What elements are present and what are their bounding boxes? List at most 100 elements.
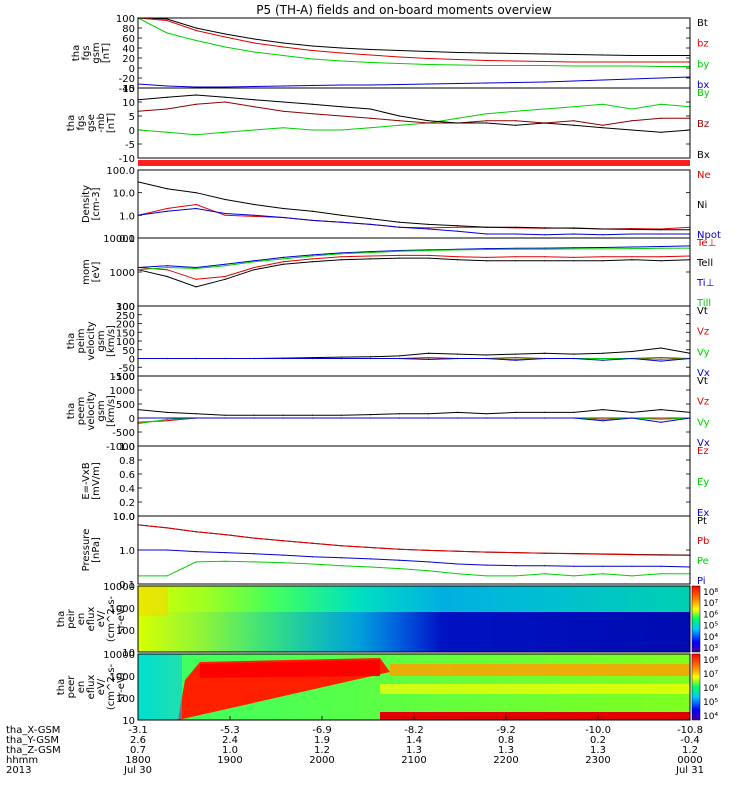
data-point [282, 540, 284, 542]
data-point [166, 269, 168, 271]
x-tick-label: 2000 [309, 755, 334, 766]
y-tick-label: 10.0 [113, 189, 135, 200]
data-point [369, 255, 372, 257]
data-point [166, 527, 168, 529]
x-tick-label: 2100 [401, 755, 426, 766]
y-axis-label: tha peim velocity gsm [km/s] [66, 321, 117, 360]
y-tick-label: -1000 [106, 442, 135, 453]
data-point [224, 214, 226, 216]
data-point [340, 253, 342, 255]
data-point [456, 230, 459, 232]
series-Pb [137, 524, 691, 556]
y-axis-label-line: -mb [96, 113, 107, 133]
data-point [224, 86, 226, 88]
data-point [602, 352, 604, 354]
data-point [456, 259, 459, 261]
data-point [573, 575, 575, 577]
data-point [427, 223, 430, 225]
data-point [398, 83, 401, 86]
data-point [515, 247, 517, 249]
data-point [602, 573, 604, 575]
data-point [166, 108, 168, 110]
data-point [195, 27, 197, 29]
data-point [631, 54, 633, 57]
ion-spectrogram [138, 586, 690, 652]
data-point [602, 256, 604, 258]
data-point [602, 124, 604, 126]
data-point [573, 65, 575, 67]
data-point [573, 106, 575, 108]
data-point [515, 359, 517, 361]
panel-frame [137, 305, 691, 377]
data-point [195, 86, 197, 88]
panel-frame [137, 445, 691, 517]
y-tick-label: 1000 [110, 604, 135, 615]
legend-Bt: Bt [697, 18, 708, 29]
data-point [311, 563, 313, 565]
data-point [340, 115, 342, 117]
x-tick-label: -10.0 [585, 725, 611, 736]
data-point [486, 413, 488, 415]
data-point [253, 129, 255, 131]
data-point [398, 62, 401, 65]
data-point [340, 47, 342, 49]
data-point [253, 417, 255, 419]
data-point [311, 49, 313, 52]
data-point [224, 278, 226, 280]
y-tick-label: 1000 [110, 672, 135, 683]
data-point [311, 414, 313, 416]
y-tick-label: 1500 [110, 372, 135, 383]
data-point [166, 411, 168, 413]
data-point [369, 48, 372, 51]
data-point [398, 226, 401, 228]
y-axis-label-line: tha [66, 115, 77, 131]
data-point [340, 252, 342, 254]
data-point [253, 51, 255, 53]
data-point [602, 234, 604, 236]
y-axis-label-line: eV/ [96, 678, 107, 695]
data-point [660, 117, 662, 119]
y-tick-label: -500 [112, 428, 135, 439]
data-point [427, 561, 430, 563]
data-point [253, 553, 255, 555]
data-point [166, 265, 168, 267]
data-point [602, 61, 604, 63]
y-tick-label: 60 [122, 34, 135, 45]
data-point [486, 113, 488, 115]
panel-2: 15 10 5 0 -5 -10 tha fgs gse -mb [nT] By Bz Bx [66, 84, 710, 165]
data-point [369, 127, 372, 129]
data-point [282, 256, 284, 258]
y-tick-label: 40 [122, 44, 135, 55]
data-point [398, 568, 401, 570]
data-point [456, 417, 459, 419]
data-point [253, 38, 255, 40]
data-point [631, 248, 633, 250]
data-point [311, 542, 313, 544]
data-point [195, 417, 197, 419]
data-point [195, 551, 197, 553]
x-tick-label: 0000 [677, 755, 702, 766]
data-point [573, 248, 575, 250]
data-point [660, 228, 662, 230]
series-Pe [138, 560, 690, 577]
data-point [224, 534, 226, 536]
y-axis-label-line: Density [81, 185, 92, 223]
x-tick-label: 1900 [217, 755, 242, 766]
data-point [544, 81, 546, 83]
data-point [602, 359, 604, 361]
panel-frame [137, 515, 691, 585]
y-tick-label: 0.1 [119, 234, 135, 245]
legend-Pb: Pb [697, 536, 709, 547]
data-point [456, 58, 459, 61]
y-axis-label-line: gsm [96, 400, 107, 421]
data-point [340, 60, 342, 62]
data-point [573, 53, 575, 56]
data-point [340, 259, 342, 261]
data-point [486, 260, 488, 262]
data-point [602, 420, 604, 422]
data-point [486, 354, 488, 356]
data-point [311, 254, 313, 256]
legend-Npot: Npot [697, 230, 721, 241]
